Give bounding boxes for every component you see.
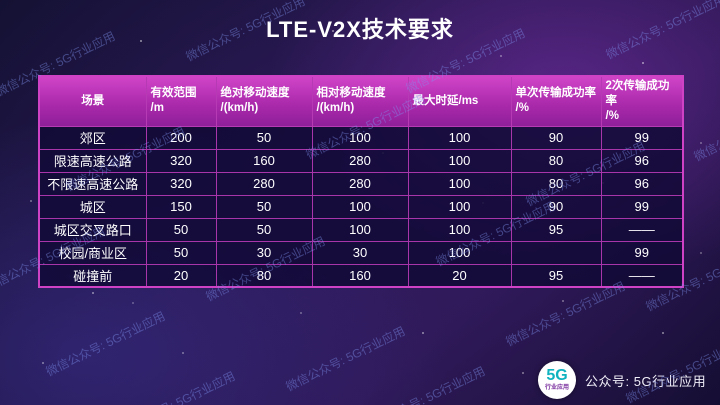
value-cell: 160 (311, 263, 409, 288)
requirements-table: 场景 有效范围/m 绝对移动速度/(km/h) 相对移动速度/(km/h) 最大时延/m… (38, 75, 684, 289)
value-cell: 50 (215, 217, 313, 242)
scenario-cell: 碰撞前 (38, 263, 147, 288)
value-cell: 160 (215, 148, 313, 173)
table-row: 不限速高速公路 320 280 280 100 80 96 (38, 171, 684, 196)
value-cell: 200 (145, 125, 217, 150)
value-cell: 50 (215, 194, 313, 219)
value-cell: 50 (145, 217, 217, 242)
badge-caption: 公众号: 5G行业应用 (585, 373, 707, 389)
value-cell: 100 (407, 240, 512, 265)
value-cell: 100 (311, 217, 409, 242)
publisher-badge: 5G 行业应用 公众号: 5G行业应用 (538, 361, 706, 399)
value-cell: 100 (407, 194, 512, 219)
value-cell: 95 (510, 263, 602, 288)
value-cell: 320 (145, 148, 217, 173)
badge-5g-text: 5G (546, 366, 568, 384)
value-cell: 280 (311, 171, 409, 196)
table-header-row: 场景 有效范围/m 绝对移动速度/(km/h) 相对移动速度/(km/h) 最大时延/m… (38, 75, 684, 127)
value-cell: —— (600, 263, 684, 288)
value-cell: 30 (215, 240, 313, 265)
value-cell: 80 (510, 148, 602, 173)
value-cell: 80 (215, 263, 313, 288)
value-cell: 99 (600, 240, 684, 265)
column-header: 绝对移动速度/(km/h) (215, 75, 313, 127)
value-cell: 100 (407, 217, 512, 242)
value-cell: 280 (215, 171, 313, 196)
value-cell: 100 (407, 125, 512, 150)
table-row: 城区 150 50 100 100 90 99 (38, 194, 684, 219)
value-cell (510, 240, 602, 265)
scenario-cell: 限速高速公路 (38, 148, 147, 173)
value-cell: 100 (311, 125, 409, 150)
value-cell: 90 (510, 125, 602, 150)
column-header: 单次传输成功率/% (510, 75, 602, 127)
column-header: 最大时延/ms (407, 75, 512, 127)
table-row: 郊区 200 50 100 100 90 99 (38, 125, 684, 150)
table-body: 郊区 200 50 100 100 90 99 限速高速公路 320 160 280 100 80 96 不… (38, 125, 684, 288)
value-cell: 99 (600, 194, 684, 219)
scenario-cell: 不限速高速公路 (38, 171, 147, 196)
value-cell: 95 (510, 217, 602, 242)
value-cell: 100 (407, 171, 512, 196)
scenario-cell: 城区交叉路口 (38, 217, 147, 242)
value-cell: 90 (510, 194, 602, 219)
column-header: 场景 (38, 75, 147, 127)
value-cell: 150 (145, 194, 217, 219)
value-cell: 80 (510, 171, 602, 196)
table-row: 城区交叉路口 50 50 100 100 95 —— (38, 217, 684, 242)
column-header: 2次传输成功率/% (600, 75, 684, 127)
table-row: 校园/商业区 50 30 30 100 99 (38, 240, 684, 265)
value-cell: 20 (407, 263, 512, 288)
value-cell: 96 (600, 148, 684, 173)
5g-logo-icon: 5G 行业应用 (538, 361, 576, 399)
scenario-cell: 校园/商业区 (38, 240, 147, 265)
page-title: LTE-V2X技术要求 (266, 17, 454, 42)
badge-sub-text: 行业应用 (544, 384, 569, 391)
value-cell: 50 (145, 240, 217, 265)
scenario-cell: 城区 (38, 194, 147, 219)
value-cell: 280 (311, 148, 409, 173)
value-cell: 320 (145, 171, 217, 196)
value-cell: 30 (311, 240, 409, 265)
value-cell: 100 (407, 148, 512, 173)
value-cell: 20 (145, 263, 217, 288)
value-cell: —— (600, 217, 684, 242)
star-dot (0, 0, 2, 2)
table-row: 碰撞前 20 80 160 20 95 —— (38, 263, 684, 288)
column-header: 相对移动速度/(km/h) (311, 75, 409, 127)
table-row: 限速高速公路 320 160 280 100 80 96 (38, 148, 684, 173)
scenario-cell: 郊区 (38, 125, 147, 150)
column-header: 有效范围/m (145, 75, 217, 127)
value-cell: 99 (600, 125, 684, 150)
value-cell: 96 (600, 171, 684, 196)
value-cell: 50 (215, 125, 313, 150)
value-cell: 100 (311, 194, 409, 219)
